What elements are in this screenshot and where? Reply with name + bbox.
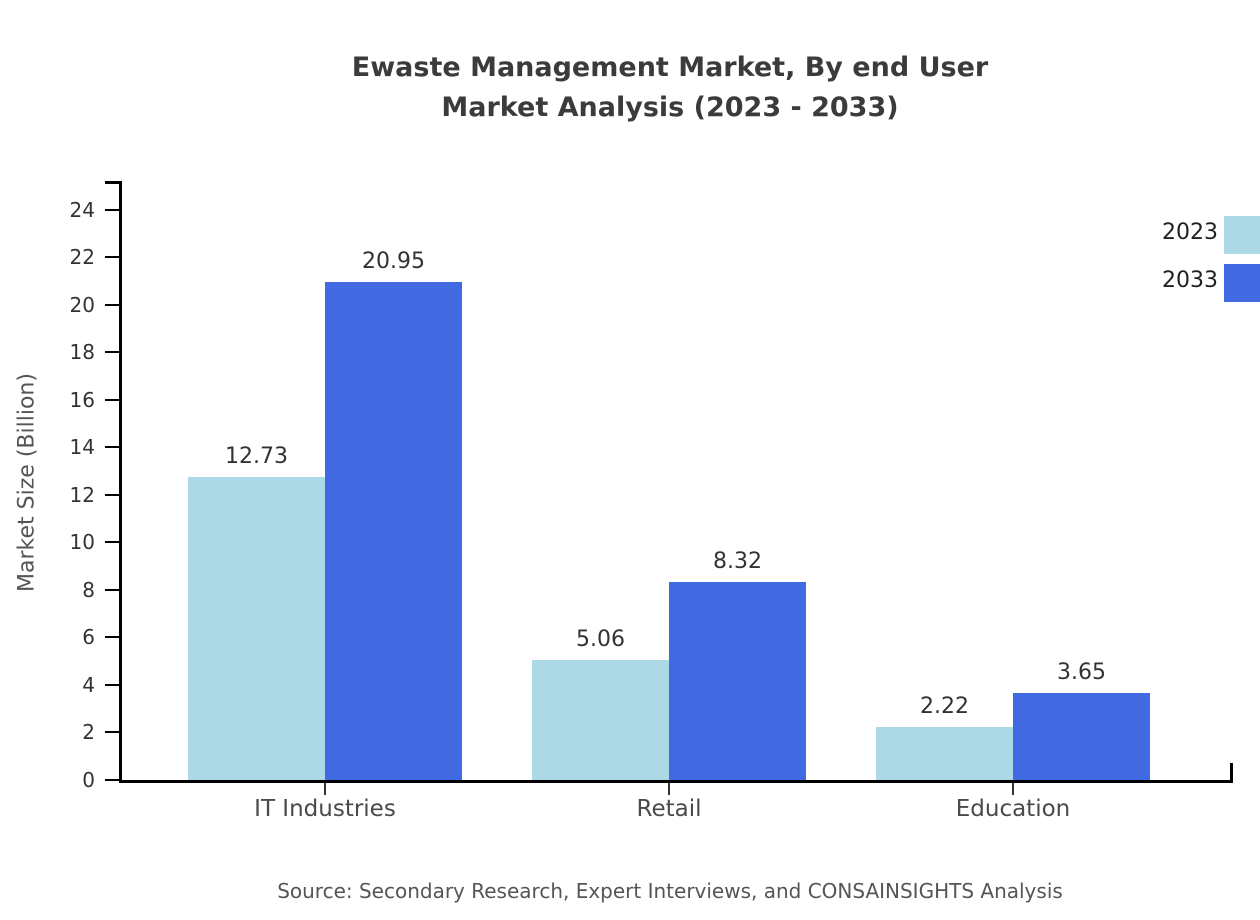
bar-2033-it-industries[interactable] <box>325 282 462 780</box>
y-axis-tick-label: 22 <box>69 245 95 270</box>
x-axis-spine <box>119 780 1233 783</box>
x-axis-tick-mark <box>324 783 326 795</box>
y-axis-tick-label: 18 <box>69 340 95 365</box>
y-axis-tick-mark <box>105 493 121 496</box>
y-axis-tick-label: 16 <box>69 387 95 412</box>
source-note: Source: Secondary Research, Expert Inter… <box>277 879 1063 903</box>
x-axis-tick-label: Retail <box>636 796 702 822</box>
y-axis-tick-label: 10 <box>69 530 95 555</box>
x-axis-right-cap <box>1230 763 1233 783</box>
legend-color-swatch <box>1224 216 1260 254</box>
y-axis-tick-label: 24 <box>69 197 95 222</box>
y-axis-tick-mark <box>105 446 121 449</box>
legend: 2023 2033 <box>1100 216 1260 312</box>
y-axis-tick-mark <box>105 351 121 354</box>
y-axis-tick-label: 4 <box>82 672 95 697</box>
x-axis-tick-label: Education <box>955 796 1071 822</box>
y-axis-tick-label: 6 <box>82 625 95 650</box>
x-axis-tick-label: IT Industries <box>254 796 396 822</box>
y-axis-tick-mark <box>105 683 121 686</box>
y-axis-tick-label: 12 <box>69 482 95 507</box>
bar-value-label: 20.95 <box>362 249 425 275</box>
y-axis-tick-mark <box>105 303 121 306</box>
page-title: Ewaste Management Market, By end User Ma… <box>0 48 1260 128</box>
bar-2023-education[interactable] <box>876 727 1013 780</box>
y-axis-top-cap <box>105 181 122 184</box>
bar-value-label: 12.73 <box>225 444 288 470</box>
legend-item-2033[interactable]: 2033 <box>1100 264 1260 312</box>
chart-title-line-2: Market Analysis (2023 - 2033) <box>441 92 899 123</box>
bar-2033-retail[interactable] <box>669 582 806 780</box>
y-axis-spine <box>119 181 122 783</box>
bars-layer: 12.73 20.95 5.06 8.32 2.22 3.65 <box>188 249 1150 780</box>
y-axis-tick-mark <box>105 779 121 781</box>
y-axis-tick-mark <box>105 588 121 591</box>
legend-item-label: 2033 <box>1162 268 1218 293</box>
x-axis-tick-mark <box>1012 783 1014 795</box>
y-axis-tick-mark <box>105 256 121 259</box>
bar-value-label: 3.65 <box>1057 660 1106 686</box>
chart-title-line-1: Ewaste Management Market, By end User <box>351 52 989 83</box>
y-axis-tick-label: 8 <box>82 577 95 602</box>
bar-2023-retail[interactable] <box>532 659 669 780</box>
bar-2033-education[interactable] <box>1013 693 1150 780</box>
bar-2023-it-industries[interactable] <box>188 477 325 780</box>
y-axis-tick-mark <box>105 541 121 544</box>
y-axis-tick-label: 20 <box>69 292 95 317</box>
bar-value-label: 2.22 <box>920 694 969 720</box>
legend-color-swatch <box>1224 264 1260 302</box>
x-axis-tick-mark <box>668 783 670 795</box>
bar-value-label: 5.06 <box>576 626 625 652</box>
y-axis-tick-mark <box>105 398 121 401</box>
y-axis-tick-mark <box>105 208 121 211</box>
legend-item-2023[interactable]: 2023 <box>1100 216 1260 264</box>
legend-item-label: 2023 <box>1162 220 1218 245</box>
y-axis-tick-label: 14 <box>69 435 95 460</box>
y-axis-tick-label: 2 <box>82 720 95 745</box>
y-axis-tick-mark <box>105 731 121 734</box>
y-axis-tick-mark <box>105 636 121 639</box>
y-axis-tick-label: 0 <box>82 768 95 792</box>
bar-value-label: 8.32 <box>713 549 762 575</box>
